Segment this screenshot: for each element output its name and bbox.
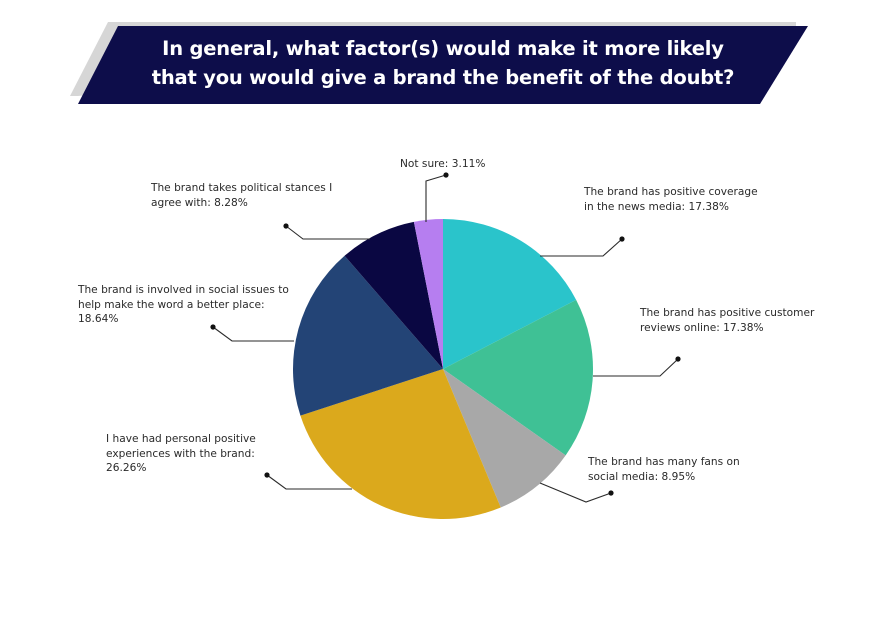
leader-dot-personal bbox=[264, 472, 270, 478]
label-fans-line-2: social media: 8.95% bbox=[588, 470, 696, 483]
label-political: The brand takes political stances I agre… bbox=[151, 181, 332, 210]
pie-slice bbox=[413, 219, 443, 369]
label-personal-line-3: 26.26% bbox=[106, 462, 147, 474]
title-banner: In general, what factor(s) would make it… bbox=[0, 0, 876, 110]
leader-social-issues bbox=[212, 326, 294, 342]
label-personal-line-1: I have had personal positive bbox=[106, 433, 256, 445]
title-line-2: that you would give a brand the benefit … bbox=[151, 66, 735, 89]
label-social-issues: The brand is involved in social issues t… bbox=[78, 283, 289, 327]
banner-shape bbox=[70, 22, 808, 104]
label-news-media: The brand has positive coverage in the n… bbox=[584, 185, 758, 214]
label-political-line-1: The brand takes political stances I bbox=[151, 182, 333, 194]
leader-reviews bbox=[593, 358, 679, 377]
leader-dot-reviews bbox=[675, 356, 681, 362]
pie-slice bbox=[443, 219, 577, 369]
leader-personal bbox=[266, 474, 352, 490]
label-social-issues-line-3: 18.64% bbox=[78, 313, 119, 325]
pie-slice bbox=[293, 255, 443, 416]
label-reviews-line-2: reviews online: 17.38% bbox=[640, 321, 764, 334]
label-political-line-2: agree with: 8.28% bbox=[151, 196, 248, 209]
label-fans-line-1: The brand has many fans on bbox=[588, 456, 740, 468]
leader-lines bbox=[210, 172, 681, 503]
leader-political bbox=[285, 225, 370, 240]
label-not-sure: Not sure: 3.11% bbox=[400, 157, 485, 172]
banner-background bbox=[78, 26, 808, 104]
label-personal-line-2: experiences with the brand: bbox=[106, 447, 255, 460]
leader-dot-social-issues bbox=[210, 324, 216, 330]
pie-slice bbox=[344, 221, 443, 369]
label-not-sure-text: Not sure: 3.11% bbox=[400, 158, 486, 170]
chart-title: In general, what factor(s) would make it… bbox=[118, 34, 768, 92]
leader-dot-not-sure bbox=[443, 172, 449, 178]
label-news-line-1: The brand has positive coverage bbox=[584, 186, 758, 198]
leader-dot-fans bbox=[608, 490, 614, 496]
pie-slices bbox=[293, 219, 593, 520]
label-news-line-2: in the news media: 17.38% bbox=[584, 200, 729, 213]
leader-dot-political bbox=[283, 223, 289, 229]
label-social-issues-line-2: help make the word a better place: bbox=[78, 298, 265, 311]
label-reviews-line-1: The brand has positive customer bbox=[640, 307, 815, 319]
label-reviews: The brand has positive customer reviews … bbox=[640, 306, 814, 335]
pie-slice bbox=[300, 369, 501, 520]
title-line-1: In general, what factor(s) would make it… bbox=[162, 37, 724, 60]
leader-news bbox=[540, 238, 623, 257]
leader-dot-news bbox=[619, 236, 625, 242]
leader-not-sure bbox=[425, 174, 447, 222]
label-fans: The brand has many fans on social media:… bbox=[588, 455, 740, 484]
label-personal: I have had personal positive experiences… bbox=[106, 432, 256, 476]
label-social-issues-line-1: The brand is involved in social issues t… bbox=[78, 284, 289, 296]
pie-slice bbox=[443, 299, 593, 456]
pie-slice bbox=[443, 369, 566, 508]
leader-fans bbox=[539, 482, 612, 503]
